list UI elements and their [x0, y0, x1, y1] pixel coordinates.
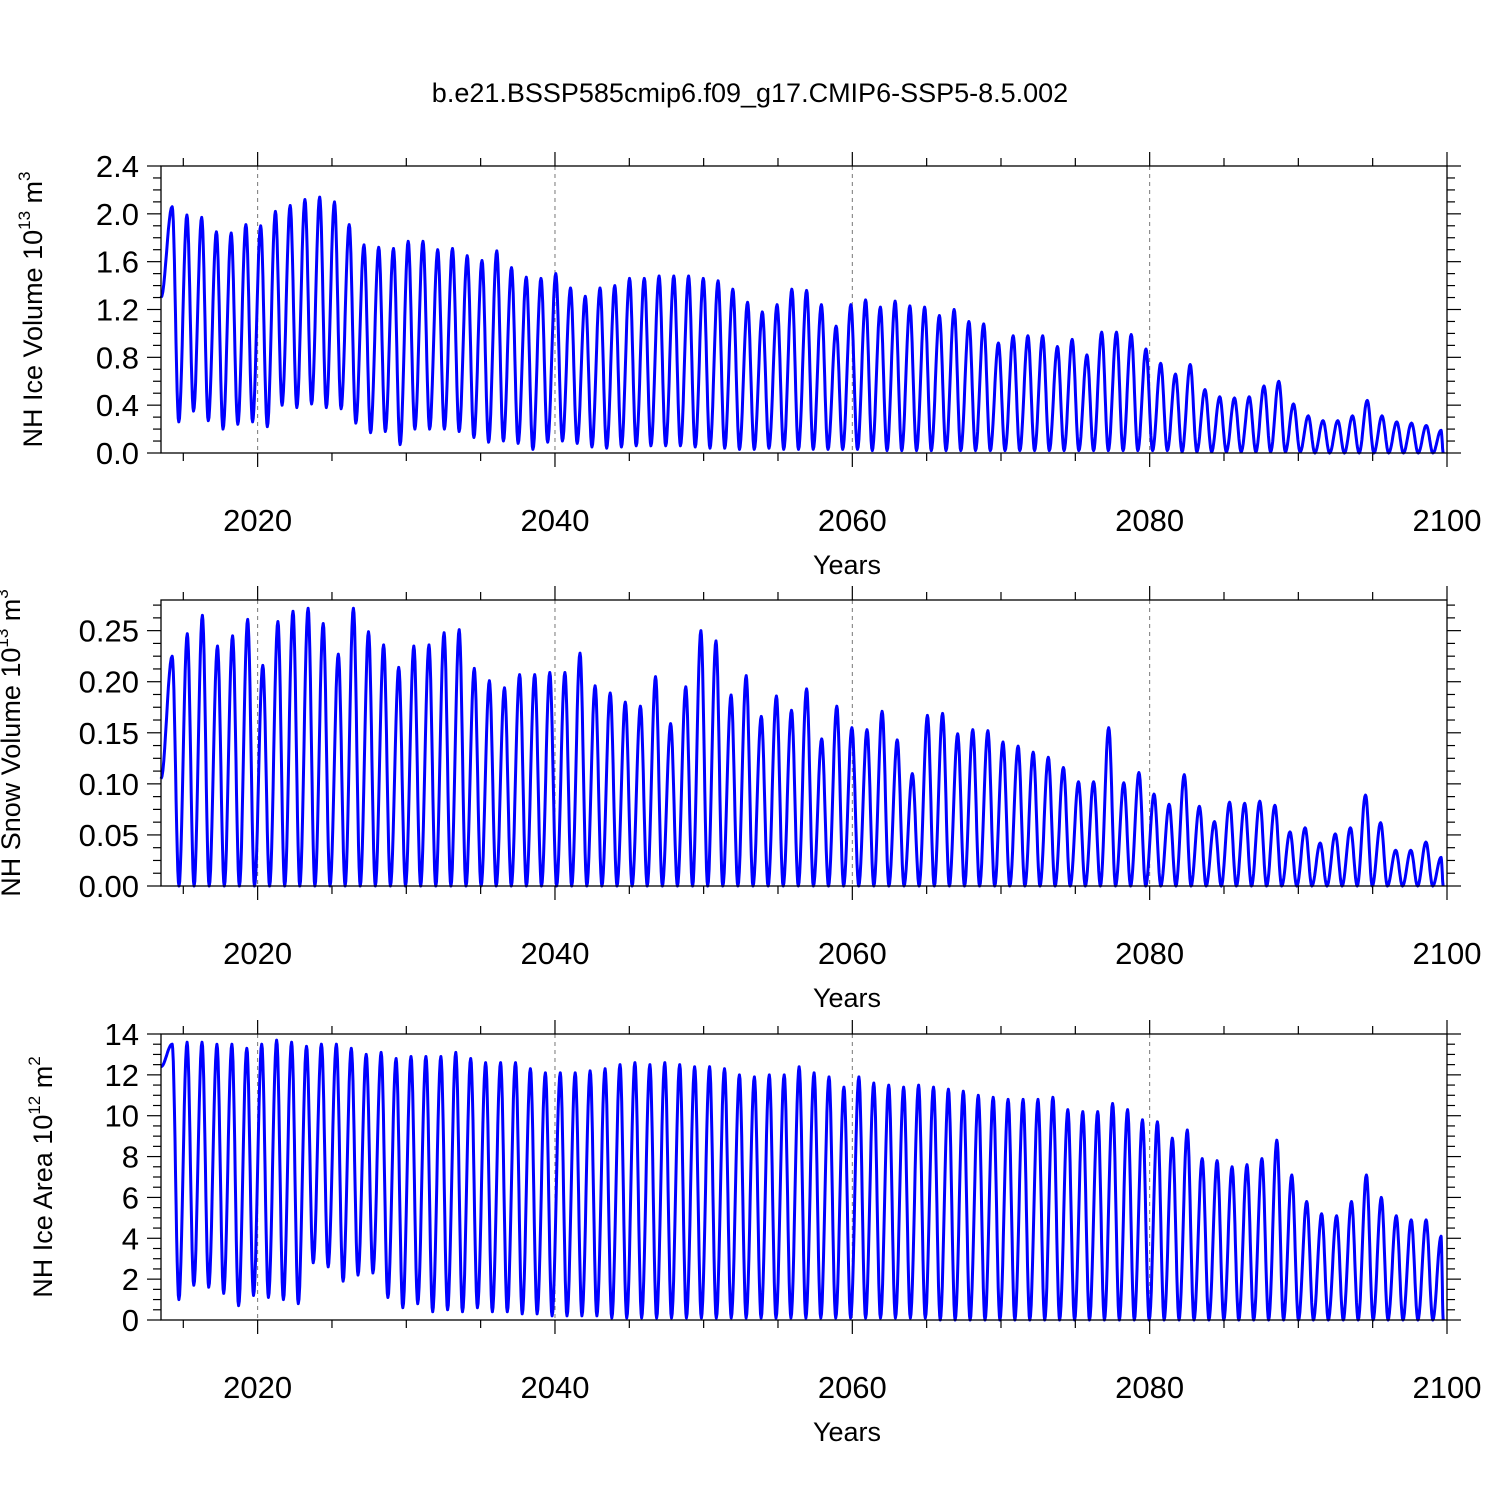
- x-tick-label: 2080: [1115, 1370, 1184, 1405]
- series-line-ice-volume: [159, 195, 1445, 455]
- panel-ice-area: 2020 2040 2060 2080 2100 0 2 4 6 8 10 12 14 Years NH…: [25, 1017, 1481, 1447]
- x-axis-label-ice-volume: Years: [813, 550, 881, 580]
- y-tick-label: 2.0: [96, 197, 139, 232]
- y-tick-label: 0.25: [79, 614, 139, 649]
- series-line-ice-area: [160, 1038, 1445, 1322]
- y-tick-label: 4: [122, 1221, 139, 1256]
- y-tick-label: 2.4: [96, 149, 139, 184]
- x-tick-label: 2020: [223, 503, 292, 538]
- y-tick-label: 0.10: [79, 767, 139, 802]
- figure-title: b.e21.BSSP585cmip6.f09_g17.CMIP6-SSP5-8.…: [432, 78, 1068, 108]
- y-tick-label: 8: [122, 1140, 139, 1175]
- y-tick-label: 0.00: [79, 869, 139, 904]
- panel-snow-volume: 2020 2040 2060 2080 2100 0.00 0.05 0.10 0.15 0.20…: [0, 586, 1481, 1013]
- x-tick-label: 2040: [520, 503, 589, 538]
- y-tick-label: 1.2: [96, 293, 139, 328]
- x-tick-label: 2080: [1115, 936, 1184, 971]
- x-tick-label: 2020: [223, 1370, 292, 1405]
- x-tick-label: 2080: [1115, 503, 1184, 538]
- y-tick-label: 0.4: [96, 388, 139, 423]
- y-tick-label: 6: [122, 1180, 139, 1215]
- y-tick-label: 1.6: [96, 245, 139, 280]
- y-tick-label: 14: [105, 1017, 139, 1052]
- x-tick-label: 2100: [1413, 1370, 1482, 1405]
- y-tick-label: 0.20: [79, 665, 139, 700]
- x-axis-label-snow-volume: Years: [813, 983, 881, 1013]
- x-tick-label: 2060: [818, 936, 887, 971]
- x-tick-label: 2100: [1413, 503, 1482, 538]
- y-tick-label: 0: [122, 1303, 139, 1338]
- x-tick-label: 2040: [520, 936, 589, 971]
- y-axis-label-snow-volume: NH Snow Volume 1013 m3: [0, 589, 26, 897]
- y-axis-label-ice-volume: NH Ice Volume 1013 m3: [15, 172, 48, 448]
- y-tick-label: 0.0: [96, 436, 139, 471]
- x-tick-label: 2100: [1413, 936, 1482, 971]
- plot-frame-snow-volume: [160, 599, 1448, 887]
- x-tick-label: 2060: [818, 1370, 887, 1405]
- y-tick-label: 0.8: [96, 340, 139, 375]
- panel-ice-volume: 2020 2040 2060 2080 2100 0.0 0.4 0.8 1.2 1.6 2.0 2.…: [15, 149, 1481, 580]
- x-tick-label: 2040: [520, 1370, 589, 1405]
- x-axis-label-ice-area: Years: [813, 1417, 881, 1447]
- x-tick-label: 2060: [818, 503, 887, 538]
- y-tick-label: 0.05: [79, 818, 139, 853]
- y-tick-label: 12: [105, 1058, 139, 1093]
- y-tick-label: 2: [122, 1262, 139, 1297]
- y-tick-label: 10: [105, 1099, 139, 1134]
- y-axis-label-ice-area: NH Ice Area 1012 m2: [25, 1056, 58, 1297]
- x-tick-label: 2020: [223, 936, 292, 971]
- y-tick-label: 0.15: [79, 716, 139, 751]
- series-line-snow-volume: [159, 606, 1445, 888]
